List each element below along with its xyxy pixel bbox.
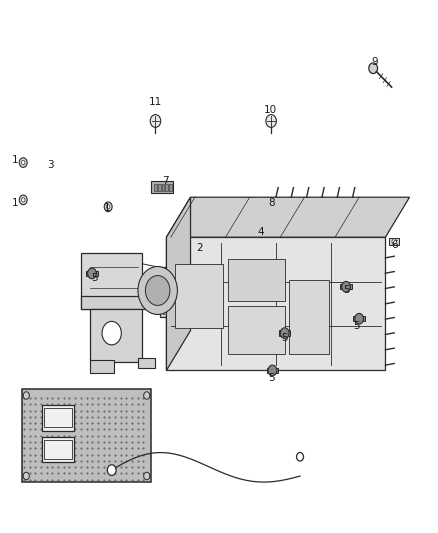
Bar: [389, 238, 399, 245]
Circle shape: [268, 365, 277, 376]
Bar: [42, 437, 74, 462]
Circle shape: [138, 266, 177, 314]
Bar: [169, 184, 172, 191]
Text: 9: 9: [371, 58, 378, 67]
Circle shape: [280, 328, 289, 338]
Polygon shape: [166, 237, 385, 370]
Bar: [44, 408, 72, 427]
Circle shape: [172, 282, 187, 302]
Bar: [90, 360, 114, 373]
Bar: [353, 316, 365, 321]
Circle shape: [342, 281, 350, 292]
Bar: [154, 184, 157, 191]
Text: 11: 11: [149, 98, 162, 107]
Bar: [90, 309, 142, 362]
Circle shape: [145, 276, 170, 305]
Text: 1: 1: [12, 198, 19, 207]
Text: 5: 5: [91, 273, 98, 283]
Bar: [279, 330, 290, 336]
Bar: [81, 253, 142, 309]
Text: 4: 4: [257, 227, 264, 237]
Bar: [158, 184, 160, 191]
Text: 5: 5: [281, 334, 288, 343]
Circle shape: [88, 268, 96, 279]
Circle shape: [104, 202, 112, 212]
Circle shape: [369, 63, 378, 74]
Bar: [267, 368, 278, 373]
Text: 6: 6: [391, 240, 398, 250]
Text: 1: 1: [12, 155, 19, 165]
Circle shape: [297, 453, 304, 461]
Text: 5: 5: [268, 374, 275, 383]
Circle shape: [23, 392, 29, 399]
Circle shape: [266, 115, 276, 127]
Circle shape: [106, 205, 110, 209]
Bar: [166, 184, 168, 191]
Text: 5: 5: [353, 321, 360, 331]
Circle shape: [19, 158, 27, 167]
Bar: [162, 184, 164, 191]
Bar: [340, 284, 352, 289]
Circle shape: [107, 465, 116, 475]
Circle shape: [150, 115, 161, 127]
Bar: [160, 266, 199, 317]
Bar: [228, 306, 285, 354]
Circle shape: [19, 195, 27, 205]
Bar: [175, 264, 223, 328]
Bar: [138, 358, 155, 368]
Bar: [228, 259, 285, 301]
Bar: [289, 280, 328, 354]
Circle shape: [392, 239, 396, 244]
Text: 8: 8: [268, 198, 275, 207]
Circle shape: [23, 472, 29, 480]
Bar: [86, 271, 98, 276]
Circle shape: [21, 160, 25, 165]
Circle shape: [144, 392, 150, 399]
Bar: [151, 181, 173, 193]
Polygon shape: [166, 197, 410, 237]
Polygon shape: [166, 197, 191, 370]
Text: 2: 2: [196, 243, 203, 253]
Text: 3: 3: [47, 160, 54, 170]
Circle shape: [21, 198, 25, 202]
Circle shape: [102, 321, 121, 345]
Bar: [22, 389, 151, 482]
Circle shape: [144, 472, 150, 480]
Text: 1: 1: [104, 203, 111, 213]
Circle shape: [355, 313, 364, 324]
Bar: [81, 296, 195, 309]
Text: 5: 5: [343, 286, 350, 295]
Text: 7: 7: [162, 176, 169, 186]
Bar: [44, 440, 72, 459]
Bar: [42, 405, 74, 431]
Text: 10: 10: [264, 106, 277, 115]
